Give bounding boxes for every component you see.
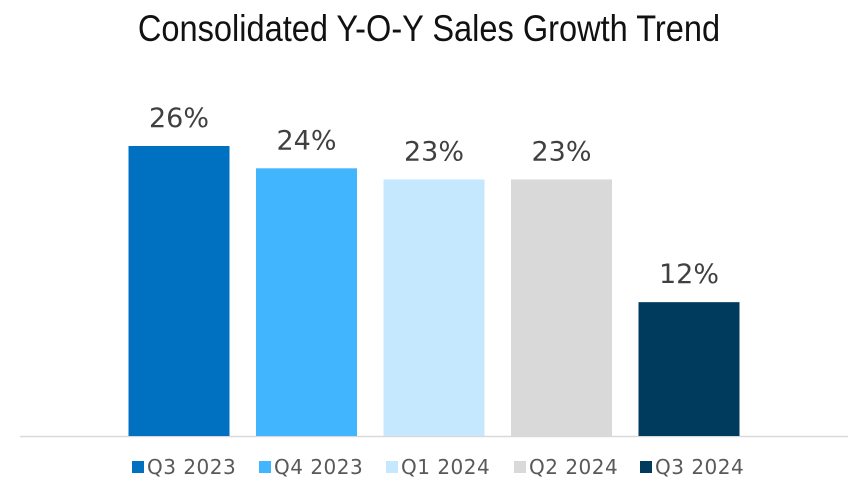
legend-label-q2-2024: Q2 2024 [529, 455, 618, 479]
data-label-q3-2023: 26% [149, 103, 209, 134]
legend-swatch-q3-2024 [640, 461, 652, 473]
legend-label-q1-2024: Q1 2024 [401, 455, 490, 479]
chart-title: Consolidated Y-O-Y Sales Growth Trend [137, 8, 721, 49]
legend-swatch-q1-2024 [386, 461, 398, 473]
bar-q4-2023 [256, 168, 357, 437]
data-label-q1-2024: 23% [404, 136, 464, 167]
data-label-q2-2024: 23% [531, 136, 591, 167]
bar-q2-2024 [511, 179, 612, 436]
legend-swatch-q3-2023 [132, 461, 144, 473]
bar-q1-2024 [383, 179, 485, 436]
bar-q3-2024 [638, 302, 740, 436]
legend-swatch-q2-2024 [514, 461, 526, 473]
legend-label-q3-2024: Q3 2024 [655, 455, 744, 479]
bar-q3-2023 [128, 146, 230, 436]
legend: Q3 2023 Q4 2023 Q1 2024 Q2 2024 Q3 2024 [132, 455, 744, 479]
legend-label-q3-2023: Q3 2023 [147, 455, 236, 479]
data-label-q4-2023: 24% [276, 125, 336, 156]
data-label-q3-2024: 12% [659, 259, 719, 290]
legend-label-q4-2023: Q4 2023 [274, 455, 363, 479]
legend-swatch-q4-2023 [259, 461, 271, 473]
bars-group [128, 146, 740, 437]
data-labels-group: 26% 24% 23% 23% 12% [149, 103, 719, 290]
